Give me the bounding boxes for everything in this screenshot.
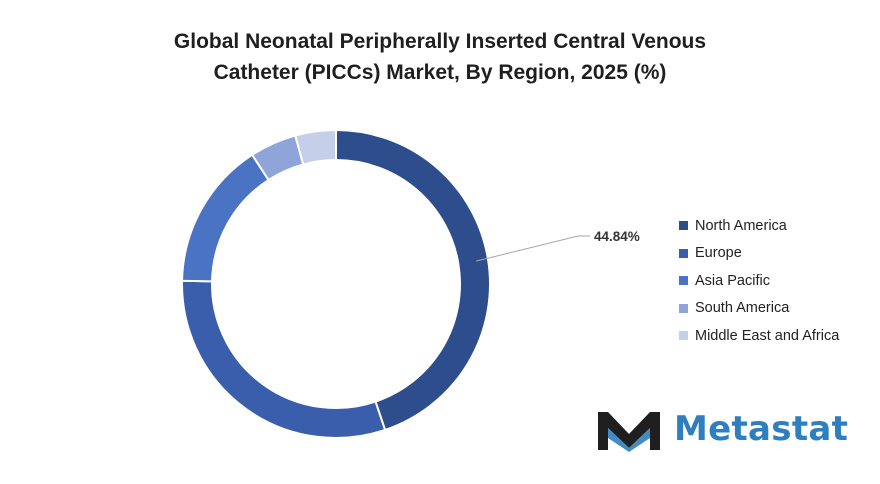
donut-slice-europe [181, 279, 387, 439]
legend-item: Middle East and Africa [679, 322, 839, 350]
metastat-logo: Metastat [596, 406, 848, 452]
legend-label: South America [695, 300, 790, 317]
metastat-m-logo-icon [598, 412, 660, 452]
legend-item: Europe [679, 240, 839, 268]
chart-title-line-1: Global Neonatal Peripherally Inserted Ce… [173, 30, 707, 53]
donut-slice-asia-pacific [181, 153, 270, 283]
data-label: 44.84% [594, 229, 640, 244]
legend-item: Asia Pacific [679, 267, 839, 295]
donut-slice-north-america [335, 128, 491, 432]
chart-title: Global Neonatal Peripherally Inserted Ce… [90, 26, 790, 88]
chart-title-line-2: Catheter (PICCs) Market, By Region, 2025… [213, 61, 667, 84]
legend-swatch [679, 331, 688, 341]
donut-slice-middle-east-and-africa [294, 128, 337, 166]
data-label-group: 44.84% [476, 229, 640, 262]
logo-wordmark: Metastat [674, 409, 849, 449]
chart-legend: North America Europe Asia Pacific South Ame… [679, 212, 839, 350]
donut-slices [181, 128, 491, 439]
legend-item: South America [679, 295, 839, 323]
legend-label: Europe [695, 245, 742, 262]
legend-swatch [679, 221, 688, 231]
leader-line [476, 235, 590, 262]
legend-swatch [679, 303, 688, 313]
legend-label: Asia Pacific [695, 272, 770, 289]
legend-label: North America [695, 217, 787, 234]
legend-swatch [679, 276, 688, 286]
legend-item: North America [679, 212, 839, 240]
legend-swatch [679, 248, 688, 258]
legend-label: Middle East and Africa [695, 327, 840, 344]
